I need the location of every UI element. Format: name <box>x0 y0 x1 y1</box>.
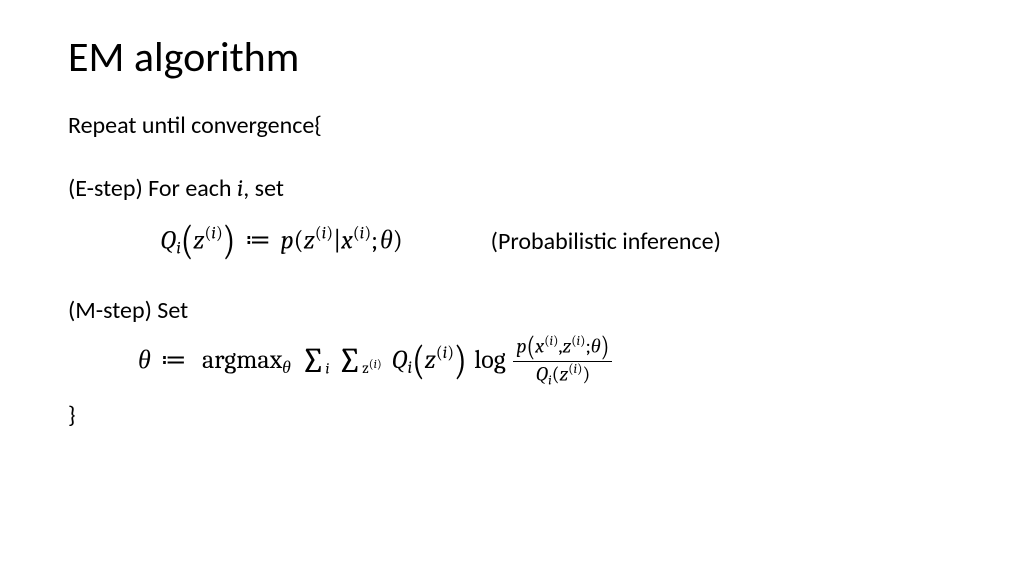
close-brace: } <box>68 401 956 430</box>
sym-assign: ≔ <box>241 225 275 255</box>
slide-title: EM algorithm <box>68 32 956 83</box>
sym-Q: Q <box>160 225 176 255</box>
sym-x: x <box>341 225 353 255</box>
mstep-line: (M-step) Set <box>68 296 956 325</box>
sym-p: p <box>281 225 294 255</box>
repeat-line: Repeat until convergence{ <box>68 111 956 140</box>
estep-note: (Probabilistic inference) <box>491 227 721 256</box>
sum2-icon: ∑ <box>337 340 362 381</box>
sym-z3: z <box>425 345 436 375</box>
mstep-formula: θ ≔ argmaxθ ∑i ∑z(i) Qi(z(i)) log p(x(i)… <box>138 335 614 389</box>
estep-formula-row: Qi(z(i)) ≔ p(z(i)|x(i);θ) (Probabilistic… <box>68 223 956 260</box>
op-argmax: argmax <box>202 345 282 375</box>
sym-semi: ; <box>371 225 378 255</box>
sym-theta2: θ <box>138 345 151 375</box>
sum1-sub: i <box>325 359 329 377</box>
mstep-formula-row: θ ≔ argmaxθ ∑i ∑z(i) Qi(z(i)) log p(x(i)… <box>68 335 956 389</box>
estep-suffix: , set <box>243 174 284 203</box>
sym-Q2: Q <box>391 345 407 375</box>
sym-z2: z <box>304 225 315 255</box>
sym-assign2: ≔ <box>157 345 191 375</box>
fraction: p(x(i),z(i);θ) Qi(z(i)) <box>513 335 612 389</box>
sym-theta: θ <box>378 225 393 255</box>
sum2-sub: z(i) <box>362 359 382 377</box>
op-argmax-sub: θ <box>282 358 291 378</box>
sum1-icon: ∑ <box>301 340 326 381</box>
sum2-sub-sup: (i) <box>369 358 382 372</box>
estep-line: (E-step) For each i, set <box>68 174 956 203</box>
fraction-num: p(x(i),z(i);θ) <box>513 335 612 362</box>
estep-formula: Qi(z(i)) ≔ p(z(i)|x(i);θ) <box>160 223 403 260</box>
estep-prefix: (E-step) For each <box>68 174 237 203</box>
fraction-den: Qi(z(i)) <box>513 362 612 389</box>
slide: EM algorithm Repeat until convergence{ (… <box>0 0 1024 576</box>
op-log: log <box>474 345 505 375</box>
sym-z: z <box>193 225 204 255</box>
